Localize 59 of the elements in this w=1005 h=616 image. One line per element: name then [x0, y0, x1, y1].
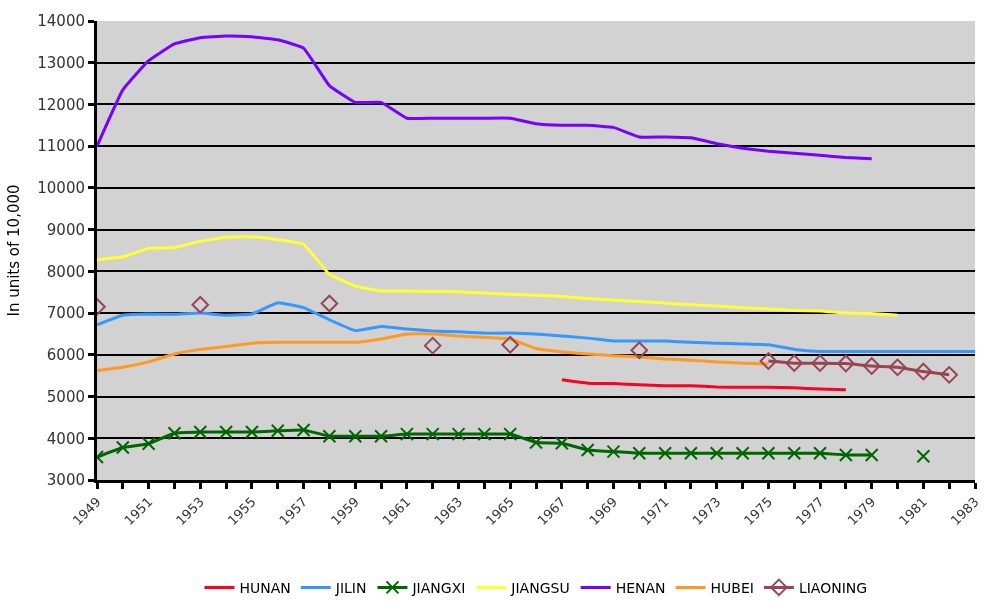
y-tick-label: 6000 — [46, 346, 85, 365]
point — [115, 440, 130, 455]
point — [501, 336, 519, 354]
y-tick-label: 9000 — [46, 220, 85, 239]
point — [813, 446, 828, 461]
point — [838, 447, 853, 462]
point — [141, 436, 156, 451]
point — [296, 422, 311, 437]
y-tick-label: 5000 — [46, 387, 85, 406]
y-tick-label: 4000 — [46, 429, 85, 448]
point — [787, 446, 802, 461]
point — [451, 427, 466, 442]
line-series — [560, 378, 848, 392]
legend-label: LIAONING — [798, 579, 868, 596]
point — [270, 423, 285, 438]
y-tick-label: 12000 — [37, 95, 85, 114]
point — [322, 429, 337, 444]
point — [167, 426, 182, 441]
point — [374, 429, 389, 444]
legend-label: JIANGXI — [411, 579, 466, 596]
legend-label: HENAN — [615, 579, 666, 596]
point — [580, 442, 595, 457]
y-tick-label: 14000 — [37, 12, 85, 31]
legend-label: JILIN — [334, 579, 367, 596]
point — [761, 446, 776, 461]
point — [191, 295, 210, 314]
point — [423, 336, 442, 355]
point — [683, 446, 698, 461]
point — [399, 427, 414, 442]
line-series — [97, 235, 900, 317]
point — [916, 449, 931, 464]
point — [554, 436, 569, 451]
legend-label: HUBEI — [710, 579, 754, 596]
legend-label: HUNAN — [239, 579, 291, 596]
point — [630, 341, 649, 360]
y-tick-label: 10000 — [37, 179, 85, 198]
point — [864, 447, 879, 462]
point — [193, 425, 208, 440]
y-tick-label: 8000 — [46, 262, 85, 281]
y-tick-label: 7000 — [46, 304, 85, 323]
point — [709, 446, 724, 461]
point — [503, 427, 518, 442]
point — [244, 425, 259, 440]
point — [348, 429, 363, 444]
y-tick-label: 13000 — [37, 53, 85, 72]
point — [477, 427, 492, 442]
point — [658, 446, 673, 461]
point — [320, 294, 339, 313]
point — [425, 427, 440, 442]
point — [219, 425, 234, 440]
y-tick-label: 11000 — [37, 137, 85, 156]
y-tick-label: 3000 — [46, 471, 85, 490]
y-axis-title: In units of 10,000 — [4, 184, 23, 317]
point — [632, 446, 647, 461]
point — [606, 444, 621, 459]
line-series — [97, 34, 874, 161]
legend-label: JIANGSU — [510, 579, 570, 596]
point — [735, 446, 750, 461]
point — [529, 435, 543, 450]
